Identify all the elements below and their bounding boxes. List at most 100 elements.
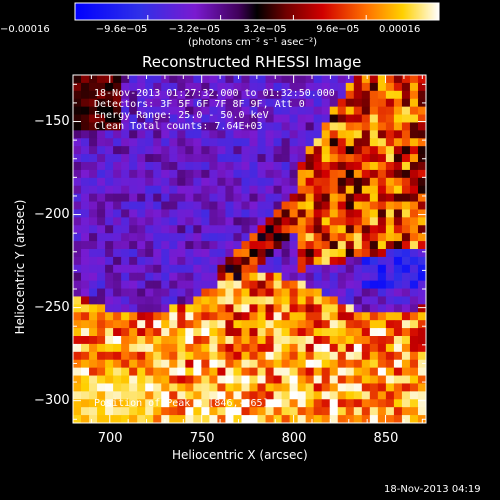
heatmap-cell <box>129 272 138 282</box>
heatmap-cell <box>361 383 371 392</box>
heatmap-cell <box>81 122 90 131</box>
heatmap-cell <box>201 343 210 353</box>
heatmap-cell <box>153 296 162 305</box>
heatmap-cell <box>393 415 403 423</box>
heatmap-cell <box>89 122 98 131</box>
heatmap-cell <box>73 241 82 250</box>
heatmap-cell <box>377 351 387 361</box>
heatmap-cell <box>377 304 387 313</box>
heatmap-cell <box>249 154 259 163</box>
heatmap-cell <box>161 336 170 345</box>
heatmap-cell <box>369 351 379 361</box>
heatmap-cell <box>169 138 178 147</box>
heatmap-cell <box>81 351 90 361</box>
heatmap-cell <box>185 367 194 377</box>
heatmap-cell <box>153 312 162 321</box>
heatmap-cell <box>257 383 267 392</box>
heatmap-cell <box>233 90 243 100</box>
heatmap-cell <box>345 351 355 361</box>
heatmap-cell <box>97 90 106 100</box>
heatmap-cell <box>289 114 299 124</box>
heatmap-cell <box>169 264 178 274</box>
heatmap-cell <box>217 209 227 218</box>
heatmap-cell <box>153 75 162 84</box>
heatmap-cell <box>345 82 355 92</box>
heatmap-cell <box>337 391 347 400</box>
heatmap-cell <box>273 288 283 298</box>
heatmap-cell <box>281 201 291 211</box>
heatmap-cell <box>113 256 122 266</box>
heatmap-cell <box>345 336 355 345</box>
heatmap-cell <box>193 343 202 353</box>
heatmap-cell <box>153 256 162 266</box>
heatmap-cell <box>297 241 307 250</box>
heatmap-cell <box>385 351 395 361</box>
heatmap-cell <box>185 154 194 163</box>
heatmap-cell <box>225 367 235 377</box>
heatmap-cell <box>81 272 90 282</box>
heatmap-cell <box>145 375 154 385</box>
heatmap-cell <box>297 304 307 313</box>
heatmap-cell <box>257 162 267 171</box>
heatmap-cell <box>121 256 130 266</box>
heatmap-cell <box>313 114 323 124</box>
heatmap-cell <box>297 399 307 408</box>
heatmap-cell <box>257 201 267 211</box>
heatmap-cell <box>321 391 331 400</box>
heatmap-cell <box>225 272 235 282</box>
heatmap-cell <box>377 209 387 218</box>
heatmap-cell <box>145 193 154 203</box>
heatmap-cell <box>297 296 307 305</box>
heatmap-cell <box>345 375 355 385</box>
heatmap-cell <box>273 201 283 211</box>
heatmap-cell <box>169 75 178 84</box>
heatmap-cell <box>377 193 387 203</box>
heatmap-cell <box>217 304 227 313</box>
heatmap-cell <box>361 75 371 84</box>
heatmap-cell <box>89 146 98 155</box>
heatmap-cell <box>73 209 82 218</box>
heatmap-cell <box>241 399 251 408</box>
heatmap-cell <box>241 169 251 179</box>
heatmap-cell <box>401 407 411 416</box>
heatmap-cell <box>337 351 347 361</box>
heatmap-cell <box>129 351 138 361</box>
heatmap-cell <box>297 256 307 266</box>
heatmap-cell <box>177 272 186 282</box>
heatmap-cell <box>225 343 235 353</box>
heatmap-cell <box>265 146 275 155</box>
heatmap-cell <box>401 169 411 179</box>
heatmap-cell <box>97 138 106 147</box>
heatmap-cell <box>401 375 411 385</box>
heatmap-cell <box>233 256 243 266</box>
heatmap-cell <box>169 359 178 369</box>
heatmap-cell <box>369 391 379 400</box>
heatmap-cell <box>129 336 138 345</box>
heatmap-cell <box>121 98 130 108</box>
heatmap-cell <box>377 122 387 131</box>
heatmap-cell <box>265 162 275 171</box>
heatmap-cell <box>345 343 355 353</box>
heatmap-cell <box>121 106 130 116</box>
heatmap-cell <box>225 193 235 203</box>
heatmap-cell <box>177 146 186 155</box>
heatmap-cell <box>337 209 347 218</box>
heatmap-cell <box>73 336 82 345</box>
heatmap-cell <box>353 201 363 211</box>
heatmap-cell <box>241 146 251 155</box>
heatmap-cell <box>145 328 154 337</box>
heatmap-cell <box>249 320 259 329</box>
heatmap-cell <box>321 304 331 313</box>
heatmap-cell <box>89 75 98 84</box>
heatmap-cell <box>233 336 243 345</box>
heatmap-cell <box>273 320 283 329</box>
heatmap-cell <box>209 169 219 179</box>
heatmap-cell <box>113 201 122 211</box>
heatmap-cell <box>153 328 162 337</box>
heatmap-cell <box>393 233 403 242</box>
heatmap-cell <box>297 193 307 203</box>
heatmap-cell <box>401 114 411 124</box>
heatmap-cell <box>281 138 291 147</box>
heatmap-cell <box>353 256 363 266</box>
heatmap-cell <box>193 391 202 400</box>
